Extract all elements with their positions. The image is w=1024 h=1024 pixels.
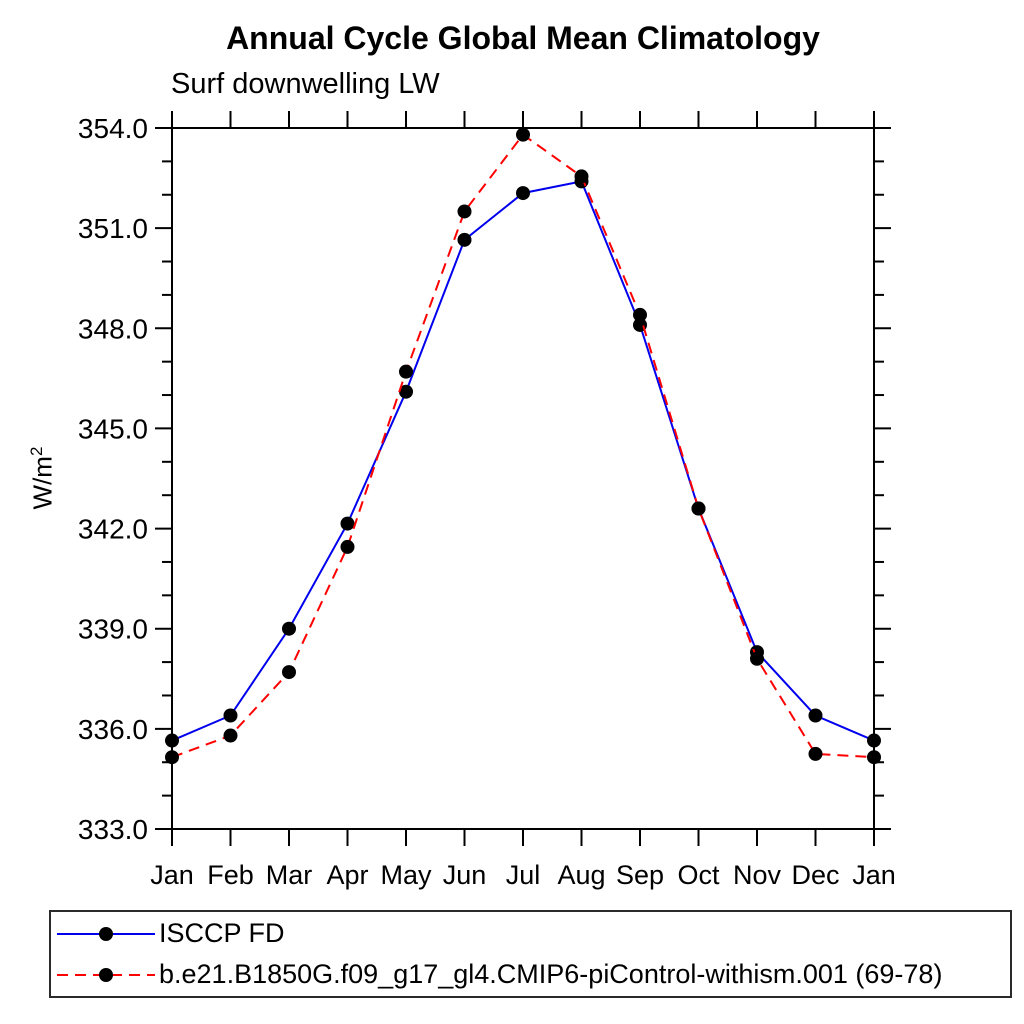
legend-label-isccp-fd: ISCCP FD [159,918,285,948]
x-tick-label: Sep [616,860,664,890]
data-point-marker [633,307,647,322]
y-tick-label: 342.0 [78,514,148,545]
data-point-marker [165,733,179,748]
x-tick-label: Jul [506,860,541,890]
legend-sample-dashed-red-line [57,967,155,982]
x-tick-label: Apr [326,860,368,890]
data-point-marker [340,516,355,531]
data-point-marker [165,750,179,765]
data-point-marker [574,169,589,184]
x-tick-label: Aug [557,860,605,890]
data-point-marker [223,708,238,723]
data-point-marker [750,651,764,666]
legend-row-isccp-fd: ISCCP FD [55,917,1010,951]
legend-label-model: b.e21.B1850G.f09_g17_gl4.CMIP6-piControl… [159,959,943,989]
data-point-marker [867,750,881,765]
x-tick-label: Jun [443,860,487,890]
y-tick-label: 336.0 [78,714,148,745]
data-point-marker [457,232,472,247]
x-tick-label: Jan [852,860,896,890]
y-tick-label: 351.0 [78,213,148,244]
y-tick-label: 345.0 [78,413,148,444]
y-tick-label: 348.0 [78,313,148,344]
legend-marker-dot-icon [99,926,113,941]
data-point-marker [516,186,530,201]
y-tick-label: 333.0 [78,814,148,845]
y-tick-label: 354.0 [78,113,148,144]
plot-frame [171,127,875,830]
y-tick-label: 339.0 [78,614,148,645]
legend-marker-dot-icon [99,967,113,982]
data-point-marker [399,364,413,379]
chart-title: Annual Cycle Global Mean Climatology [226,20,820,56]
data-point-marker [808,746,823,761]
legend: ISCCP FD b.e21.B1850G.f09_g17_gl4.CMIP6-… [49,910,1012,998]
chart-subtitle: Surf downwelling LW [171,68,440,100]
x-tick-label: Jan [150,860,194,890]
data-point-marker [808,708,823,723]
legend-row-model: b.e21.B1850G.f09_g17_gl4.CMIP6-piControl… [55,958,1010,992]
data-point-marker [691,501,706,516]
data-point-marker [457,204,472,219]
x-tick-label: Oct [677,860,720,890]
x-tick-label: Nov [733,860,782,890]
x-tick-label: Feb [207,860,254,890]
data-point-marker [399,384,413,399]
series-line-isccp-fd [171,180,875,742]
legend-sample-solid-blue-line [57,926,155,941]
data-point-marker [340,539,355,554]
data-point-marker [867,733,881,748]
data-point-marker [516,127,530,142]
x-tick-label: May [380,860,432,890]
x-tick-label: Mar [266,860,313,890]
x-tick-label: Dec [791,860,839,890]
data-point-marker [282,665,296,680]
data-point-marker [282,621,296,636]
data-point-marker [223,728,238,743]
